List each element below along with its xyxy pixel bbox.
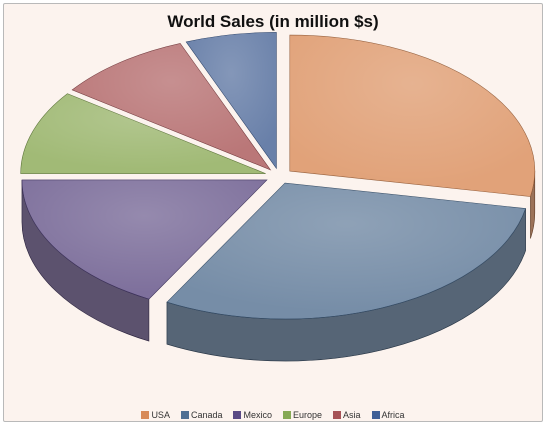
pie-slice-europe [20,93,266,174]
legend-label-canada: Canada [190,410,223,420]
legend-swatch-asia [333,411,342,419]
pie-slice-usa [289,34,536,239]
chart-title: World Sales (in million $s) [167,12,379,31]
legend-swatch-mexico [233,411,242,419]
legend-swatch-europe [283,411,291,419]
legend-swatch-africa [371,411,380,419]
legend-swatch-canada [180,411,189,419]
chart-legend: USA Canada Mexico Europe Asia Africa [4,410,542,420]
pie-shine-usa [289,35,535,197]
legend-label-asia: Asia [343,410,361,420]
pie-shine-mexico [21,179,267,300]
legend-item-africa: Africa [371,410,405,420]
pie-shine-europe [20,93,266,174]
legend-label-africa: Africa [381,410,405,420]
pie-slice-africa [185,32,277,170]
legend-item-asia: Asia [333,410,361,420]
legend-item-mexico: Mexico [233,410,272,420]
legend-item-europe: Europe [283,410,322,420]
pie-chart [20,32,536,362]
legend-item-canada: Canada [180,410,223,420]
pie-slice-canada [166,182,527,362]
pie-slice-asia [71,43,272,171]
legend-label-europe: Europe [293,410,323,420]
legend-label-mexico: Mexico [243,410,272,420]
legend-label-usa: USA [151,410,170,420]
legend-swatch-usa [141,411,150,419]
chart-area: World Sales (in million $s) USA Canada Mex… [3,3,543,422]
pie-shine-africa [186,32,277,169]
legend-item-usa: USA [141,410,170,420]
pie-shine-canada [166,183,526,320]
pie-slice-mexico [21,179,268,342]
pie-shine-asia [72,43,271,170]
